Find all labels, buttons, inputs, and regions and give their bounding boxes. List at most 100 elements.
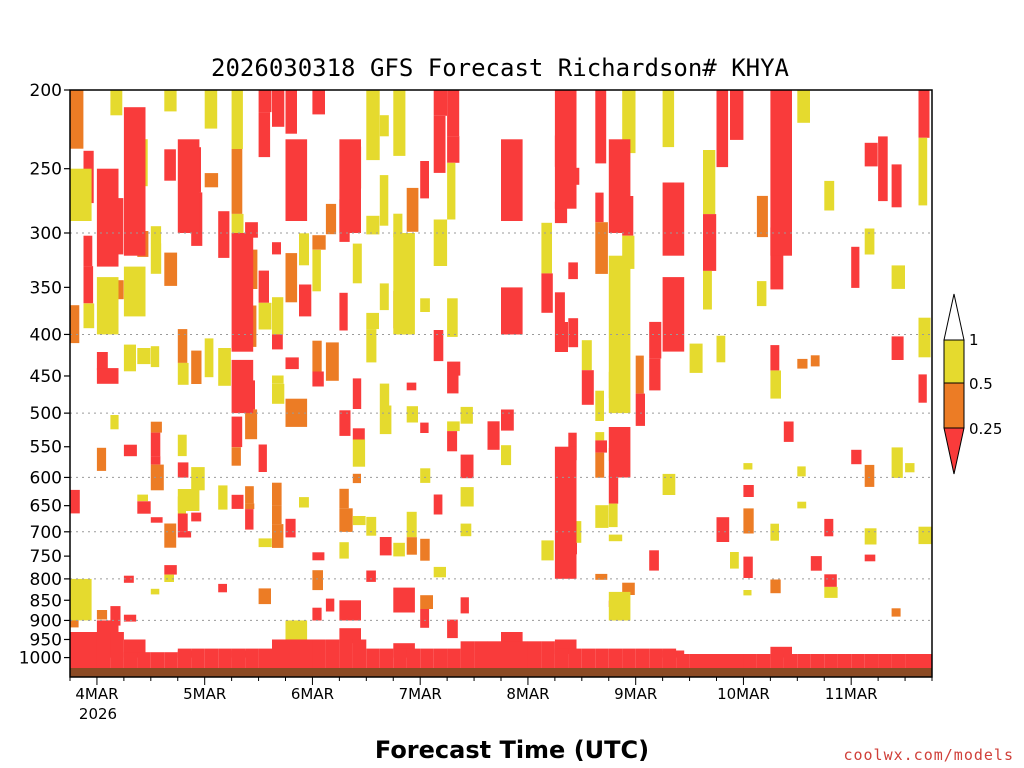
boundary-layer-cell <box>366 648 380 668</box>
ri-cell <box>231 416 243 448</box>
ri-cell <box>70 168 92 221</box>
ri-cell <box>716 90 729 168</box>
ri-cell <box>554 90 577 209</box>
ri-cell <box>299 497 309 508</box>
ri-cell <box>918 526 932 545</box>
x-tick-label: 4MAR <box>75 685 118 703</box>
ri-cell <box>231 447 241 466</box>
ri-cell <box>433 219 448 266</box>
ri-cell <box>447 619 458 639</box>
boundary-layer-cell <box>70 632 84 668</box>
ri-cell <box>96 447 107 471</box>
ri-cell <box>891 164 902 208</box>
boundary-layer-cell <box>568 648 582 668</box>
ri-cell <box>258 270 269 303</box>
ri-cell <box>177 462 189 478</box>
ri-cell <box>379 115 389 137</box>
ri-cell <box>231 494 244 509</box>
ri-cell <box>110 90 123 116</box>
boundary-layer-cell <box>447 648 461 668</box>
credit-text: coolwx.com/models <box>843 746 1014 764</box>
ri-cell <box>447 90 460 137</box>
ri-cell <box>824 586 838 598</box>
colorbar-top-arrow <box>943 293 965 341</box>
ri-cell <box>272 383 285 404</box>
ri-cell <box>379 405 392 435</box>
ri-cell <box>312 607 322 621</box>
ri-cell <box>541 222 552 274</box>
ri-cell <box>891 447 903 478</box>
ri-cell <box>258 112 271 158</box>
ri-cell <box>649 321 662 359</box>
ri-cell <box>123 107 146 256</box>
ri-cell <box>541 540 554 561</box>
ri-cell <box>352 516 366 526</box>
ri-cell <box>177 139 200 233</box>
ri-cell <box>447 136 460 163</box>
ri-cell <box>595 432 605 441</box>
boundary-layer-cell <box>743 654 757 668</box>
ri-cell <box>501 139 523 221</box>
ri-cell <box>258 538 272 548</box>
ri-cell <box>406 406 418 423</box>
ri-cell <box>177 362 189 385</box>
ri-cell <box>272 524 284 548</box>
ri-cell <box>770 523 779 541</box>
ri-cell <box>703 214 717 271</box>
ri-cell <box>245 409 258 440</box>
ri-cell <box>595 573 608 580</box>
ri-cell <box>608 427 631 478</box>
ri-cell <box>420 422 429 433</box>
ground-strip <box>70 668 932 677</box>
ri-cell <box>312 340 322 372</box>
ri-cell <box>447 375 459 394</box>
ri-cell <box>797 90 810 123</box>
boundary-layer-cell <box>581 648 596 668</box>
colorbar-label: 0.25 <box>969 420 1002 438</box>
ri-cell <box>635 355 644 394</box>
ri-cell <box>150 588 160 595</box>
ri-cell <box>366 570 376 582</box>
ri-cell <box>231 90 243 149</box>
boundary-layer-cell <box>379 648 394 668</box>
ri-cell <box>258 588 271 605</box>
boundary-layer-cell <box>272 639 286 668</box>
boundary-layer-cell <box>662 648 677 668</box>
ri-cell <box>460 597 469 614</box>
ri-cell <box>366 516 377 536</box>
ri-cell <box>420 161 429 199</box>
boundary-layer-cell <box>352 639 367 668</box>
ri-cell <box>285 357 299 370</box>
ri-cell <box>864 464 875 487</box>
ri-cell <box>164 523 177 548</box>
ri-cell <box>433 494 443 515</box>
y-tick-label: 650 <box>30 497 62 517</box>
ri-cell <box>824 518 834 537</box>
ri-cell <box>608 591 631 621</box>
ri-cell <box>96 610 108 620</box>
ri-cell <box>191 467 205 491</box>
boundary-layer-cell <box>299 639 313 668</box>
ri-cell <box>864 228 875 255</box>
ri-cell <box>379 283 389 311</box>
ri-cell <box>379 537 392 556</box>
boundary-layer-cell <box>851 654 865 668</box>
ri-cell <box>635 393 645 426</box>
boundary-layer-cell <box>258 648 273 668</box>
ri-cell <box>393 587 415 613</box>
ri-cell <box>352 378 362 409</box>
boundary-layer-cell <box>420 648 434 668</box>
ri-cell <box>150 464 164 491</box>
ri-cell <box>743 463 753 470</box>
ri-cell <box>770 370 781 399</box>
ri-cell <box>70 305 80 344</box>
ri-cell <box>891 265 905 289</box>
boundary-layer-cell <box>649 648 663 668</box>
ri-cell <box>96 168 119 267</box>
ri-cell <box>501 409 514 431</box>
boundary-layer-cell <box>864 654 879 668</box>
ri-cell <box>554 292 565 322</box>
ri-cell <box>258 302 272 330</box>
ri-cell <box>339 488 349 509</box>
